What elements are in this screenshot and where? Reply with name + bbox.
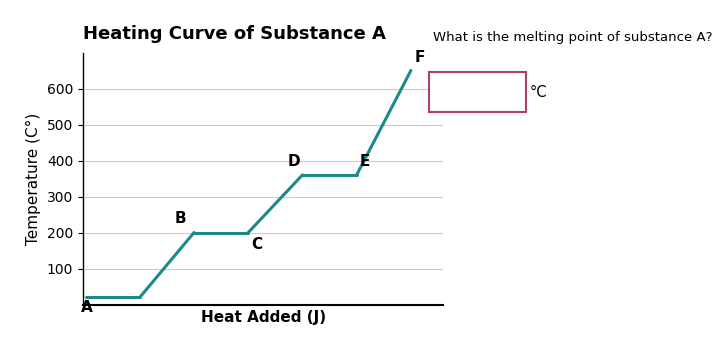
Text: What is the melting point of substance A?: What is the melting point of substance A… [433,32,712,44]
Y-axis label: Temperature (C°): Temperature (C°) [26,112,41,245]
Text: D: D [287,154,300,169]
Text: E: E [360,154,371,169]
Text: A: A [81,300,93,315]
Text: F: F [414,50,425,65]
Text: °C: °C [530,85,547,100]
Text: Heating Curve of Substance A: Heating Curve of Substance A [83,25,386,43]
Text: B: B [175,211,187,226]
X-axis label: Heat Added (J): Heat Added (J) [200,310,326,325]
Text: C: C [252,237,262,252]
